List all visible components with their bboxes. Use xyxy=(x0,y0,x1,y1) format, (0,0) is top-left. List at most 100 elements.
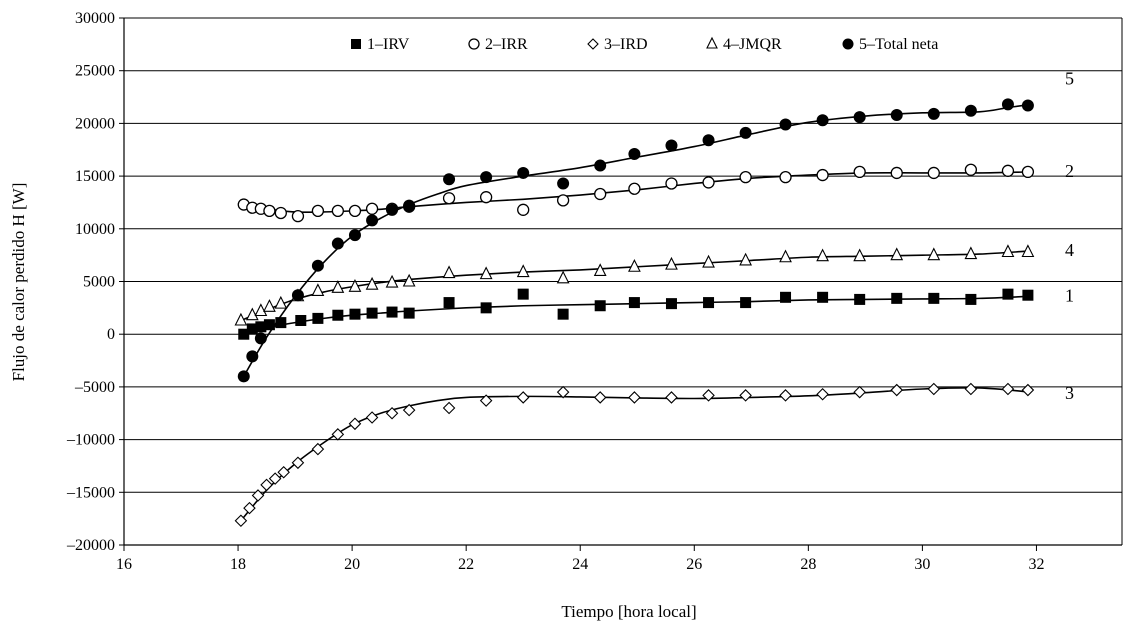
series-3-point xyxy=(479,394,493,407)
series-3-point xyxy=(260,478,273,492)
series-5-point xyxy=(594,159,607,172)
series-4-point xyxy=(779,249,792,263)
series-1-point xyxy=(403,307,415,319)
series-1-point xyxy=(443,297,455,309)
series-4-point xyxy=(556,270,570,284)
series-1-point xyxy=(703,297,715,309)
x-tick-label: 20 xyxy=(344,556,360,573)
y-tick-label: –20000 xyxy=(66,537,115,554)
series-1-point xyxy=(740,297,752,309)
series-2-point xyxy=(594,187,607,201)
series-5-point xyxy=(557,177,570,190)
series-3-point xyxy=(593,391,607,404)
series-4-point xyxy=(964,246,978,260)
data-points xyxy=(234,98,1035,528)
y-axis-title: Flujo de calor perdido H [W] xyxy=(9,183,28,382)
series-5-point xyxy=(628,147,641,160)
series-4-point xyxy=(331,280,345,293)
series-4-point xyxy=(385,274,399,288)
series-3-point xyxy=(234,514,248,528)
series-2-point xyxy=(291,210,305,223)
series-1-point xyxy=(1002,288,1014,300)
x-tick-label: 26 xyxy=(686,556,702,573)
legend-label: 1–IRV xyxy=(367,36,410,53)
series-3-point xyxy=(1001,382,1015,396)
series-2-point xyxy=(556,194,570,207)
y-tick-label: 15000 xyxy=(75,168,115,185)
series-3-point xyxy=(311,442,325,456)
series-5-point xyxy=(386,203,399,216)
series-4-point xyxy=(348,279,362,292)
series-2-point xyxy=(263,204,276,218)
legend-label: 3–IRD xyxy=(604,36,648,53)
axes: –20000 –15000 –10000 –5000 0 5000 10000 15000 20… xyxy=(66,10,1123,573)
x-tick-label: 30 xyxy=(914,556,930,573)
series-1-point xyxy=(557,308,569,320)
series-3-point xyxy=(890,383,904,397)
series-4-point xyxy=(516,264,530,278)
series-1-point xyxy=(275,317,287,329)
x-tick-label: 22 xyxy=(458,556,474,573)
series-3-point xyxy=(365,411,379,424)
series-1-point xyxy=(246,323,258,335)
series-4-point xyxy=(702,254,715,268)
legend-label: 4–JMQR xyxy=(723,36,782,53)
series-1-point xyxy=(255,321,267,333)
legend-item-1: 1–IRV xyxy=(351,36,410,53)
series-5-point xyxy=(480,171,493,184)
series-1-point xyxy=(295,314,307,326)
series-3-point xyxy=(348,417,362,431)
series-3-point xyxy=(702,389,715,402)
legend-item-2: 2–IRR xyxy=(468,36,528,53)
series-4-point xyxy=(263,299,276,312)
series-3-point xyxy=(628,391,641,404)
series-5-fit-curve xyxy=(243,103,1031,377)
series-1-point xyxy=(386,306,398,318)
y-tick-label: 30000 xyxy=(75,10,115,27)
legend-item-3: 3–IRD xyxy=(587,36,648,53)
series-5-point xyxy=(331,237,344,250)
x-tick-label: 32 xyxy=(1028,556,1044,573)
series-4-point xyxy=(1021,244,1035,258)
series-2-point xyxy=(702,176,715,189)
legend-item-5: 5–Total neta xyxy=(842,36,938,53)
series-2-point xyxy=(739,171,752,184)
series-3-point xyxy=(277,465,290,479)
series-1-point xyxy=(965,293,977,305)
legend-label: 5–Total neta xyxy=(859,36,938,53)
series-4-point xyxy=(245,307,259,321)
series-3-point xyxy=(556,385,570,399)
series-4-point xyxy=(927,247,941,261)
series-1-point xyxy=(312,312,324,324)
series-1-point xyxy=(366,307,378,319)
series-2-point xyxy=(779,171,792,184)
series-2-point xyxy=(479,191,493,204)
series-1-curve-label: 1 xyxy=(1065,285,1074,305)
series-4-point xyxy=(442,265,456,279)
series-2-point xyxy=(927,166,940,180)
series-5-point xyxy=(366,214,379,227)
series-3-point xyxy=(739,389,752,402)
series-2-point xyxy=(890,166,903,180)
series-4-point xyxy=(593,263,607,277)
series-1-point xyxy=(817,291,829,303)
legend-marker xyxy=(351,39,361,49)
series-5-point xyxy=(779,118,792,131)
series-1-point xyxy=(628,297,640,309)
series-5-point xyxy=(348,229,361,242)
series-5-point xyxy=(237,370,250,383)
series-3-point xyxy=(243,501,256,515)
y-tick-label: –15000 xyxy=(66,484,115,501)
series-4-point xyxy=(234,312,248,326)
y-tick-label: 10000 xyxy=(75,221,115,238)
series-3-curve-label: 3 xyxy=(1065,383,1074,403)
legend-label: 2–IRR xyxy=(485,36,528,53)
series-1-point xyxy=(349,308,361,320)
series-5-point xyxy=(890,108,903,121)
series-4-point xyxy=(365,276,379,290)
series-4-point xyxy=(402,273,416,287)
series-3-point xyxy=(291,456,305,470)
series-5-point xyxy=(702,134,715,147)
series-4-point xyxy=(665,256,678,270)
